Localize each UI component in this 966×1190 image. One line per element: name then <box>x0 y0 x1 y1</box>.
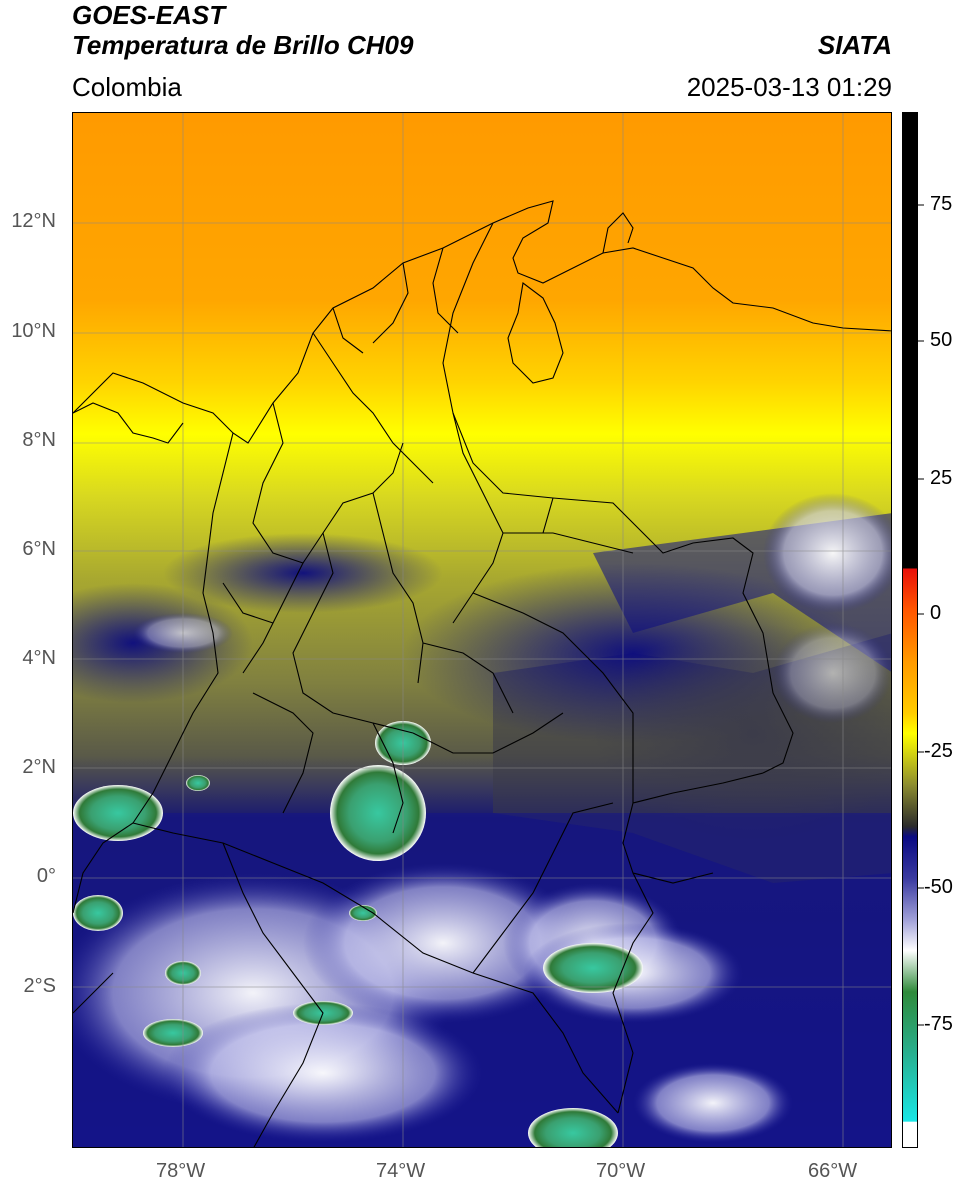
lat-tick: 12°N <box>11 210 56 232</box>
lat-tick: 6°N <box>22 538 56 560</box>
lat-tick: 4°N <box>22 647 56 669</box>
satellite-title: GOES-EAST <box>72 0 226 30</box>
lat-tick: 8°N <box>22 429 56 451</box>
colorbar-tick: 50 <box>930 329 953 351</box>
datetime-label: 2025-03-13 01:29 <box>686 72 892 102</box>
colorbar-tick: 25 <box>930 467 953 489</box>
graticule <box>73 113 891 1147</box>
region-label: Colombia <box>72 72 182 102</box>
agency-label: SIATA <box>817 30 892 60</box>
lat-tick: 2°S <box>23 975 56 997</box>
lat-tick: 0° <box>36 865 56 887</box>
lon-tick: 74°W <box>376 1160 426 1182</box>
colorbar-tick: -25 <box>924 740 953 762</box>
brightness-temperature-image <box>73 113 891 1147</box>
temperature-colorbar <box>902 112 918 1148</box>
lat-tick: 2°N <box>22 756 56 778</box>
colorbar-tick-marks <box>918 204 924 1026</box>
coastlines-and-borders <box>73 200 891 1147</box>
lat-tick: 10°N <box>11 320 56 342</box>
product-title: Temperatura de Brillo CH09 <box>72 30 414 60</box>
colorbar-tick: -75 <box>924 1013 953 1035</box>
colorbar-tick: -50 <box>924 876 953 898</box>
colorbar-gradient <box>903 113 917 1147</box>
lon-tick: 66°W <box>808 1160 858 1182</box>
colorbar-tick: 0 <box>930 602 942 624</box>
lon-tick: 70°W <box>596 1160 646 1182</box>
colorbar-tick: 75 <box>930 193 953 215</box>
satellite-map <box>72 112 892 1148</box>
lon-tick: 78°W <box>156 1160 206 1182</box>
